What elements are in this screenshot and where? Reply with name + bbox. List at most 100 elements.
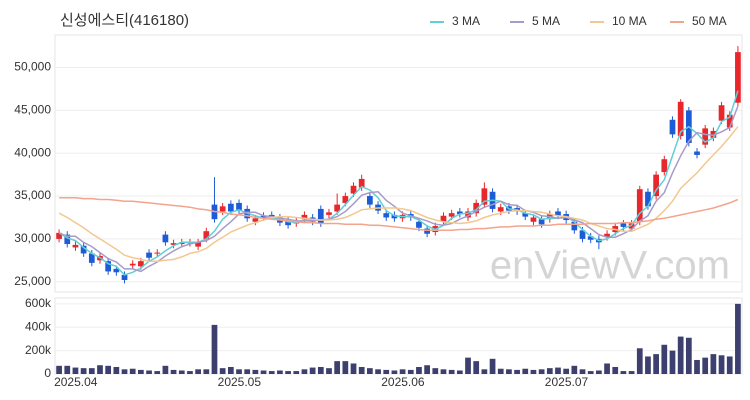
y-tick-label: 50,000: [14, 60, 51, 74]
volume-bar: [636, 348, 643, 374]
volume-bar: [80, 368, 87, 374]
volume-bar: [121, 369, 128, 374]
candle-body: [579, 230, 586, 239]
volume-bar: [424, 365, 430, 374]
volume-bar: [105, 365, 112, 374]
volume-bar: [178, 370, 185, 374]
volume-bar: [375, 369, 381, 374]
chart-title: 신성에스티(416180): [60, 12, 189, 29]
volume-bar: [309, 367, 316, 374]
y-tick-label: 30,000: [14, 231, 51, 245]
volume-tick-label: 0: [44, 366, 51, 380]
volume-bar: [260, 370, 267, 374]
volume-bar: [735, 303, 741, 374]
candle-body: [219, 206, 226, 212]
candle-body: [236, 202, 242, 211]
volume-bar: [88, 368, 95, 374]
volume-bar: [211, 324, 218, 374]
candle-body: [694, 151, 700, 155]
volume-bar: [669, 350, 676, 374]
volume-bar: [162, 365, 169, 374]
candle-body: [195, 242, 201, 247]
volume-bar: [653, 354, 659, 374]
candle-body: [677, 101, 684, 137]
candle-body: [456, 211, 463, 215]
legend-label: 5 MA: [532, 14, 560, 28]
volume-bar: [514, 369, 520, 374]
y-tick-label: 45,000: [14, 103, 51, 117]
y-tick-label: 25,000: [14, 274, 51, 288]
candle-body: [301, 214, 308, 220]
volume-bar: [465, 357, 471, 374]
volume-bar: [612, 366, 619, 374]
volume-bar: [661, 344, 668, 374]
volume-bar: [97, 365, 103, 374]
volume-bar: [571, 365, 578, 374]
volume-bar: [391, 370, 398, 374]
volume-bar: [72, 367, 79, 374]
candle-body: [391, 214, 398, 219]
volume-bar: [170, 369, 177, 374]
x-tick-label: 2025.04: [54, 375, 98, 389]
x-tick-label: 2025.06: [381, 375, 425, 389]
candle-body: [227, 203, 234, 212]
volume-bar: [227, 366, 234, 374]
volume-bar: [342, 361, 349, 374]
volume-bar: [538, 369, 545, 374]
volume-bar: [236, 369, 242, 374]
volume-bar: [628, 371, 635, 374]
candle-body: [465, 211, 471, 218]
candle-body: [367, 196, 373, 205]
candle-body: [555, 211, 561, 216]
x-tick-label: 2025.05: [218, 375, 262, 389]
candle-body: [260, 215, 267, 218]
volume-bar: [620, 371, 627, 374]
candle-body: [162, 234, 169, 243]
legend-label: 3 MA: [452, 14, 480, 28]
volume-bar: [367, 368, 373, 374]
candle-body: [424, 228, 430, 234]
volume-bar: [718, 355, 725, 374]
volume-bar: [440, 369, 447, 374]
volume-bar: [326, 368, 332, 374]
candle-body: [661, 159, 668, 173]
volume-bar: [277, 370, 283, 374]
volume-bar: [350, 363, 357, 374]
candle-body: [522, 213, 529, 217]
price-panel: [54, 34, 743, 293]
volume-bar: [522, 368, 529, 374]
volume-bar: [358, 366, 365, 374]
candle-body: [170, 243, 177, 245]
candle-body: [326, 212, 332, 215]
volume-bar: [56, 365, 62, 374]
volume-bar: [244, 369, 251, 374]
volume-bar: [432, 368, 439, 374]
candle-body: [653, 174, 659, 197]
volume-bar: [407, 369, 414, 374]
volume-bar: [685, 337, 692, 374]
y-tick-label: 40,000: [14, 145, 51, 159]
volume-bar: [285, 371, 291, 374]
candle-body: [154, 252, 161, 254]
volume-tick-label: 600k: [25, 296, 52, 310]
volume-bar: [645, 356, 651, 374]
candle-body: [416, 221, 422, 228]
volume-bar: [416, 366, 422, 374]
volume-bar: [473, 361, 480, 374]
volume-bar: [301, 369, 308, 374]
candle-body: [604, 233, 610, 238]
candle-body: [105, 261, 112, 272]
volume-bar: [530, 369, 537, 374]
volume-bar: [587, 371, 594, 374]
legend-label: 50 MA: [692, 14, 727, 28]
candle-body: [317, 208, 324, 224]
volume-bar: [293, 371, 300, 374]
candle-body: [88, 253, 95, 263]
candle-body: [129, 263, 136, 266]
x-tick-label: 2025.07: [545, 375, 589, 389]
y-tick-label: 35,000: [14, 188, 51, 202]
volume-bar: [489, 358, 496, 374]
volume-tick-label: 400k: [25, 319, 52, 333]
candle-body: [383, 213, 390, 218]
candle-body: [350, 185, 357, 194]
